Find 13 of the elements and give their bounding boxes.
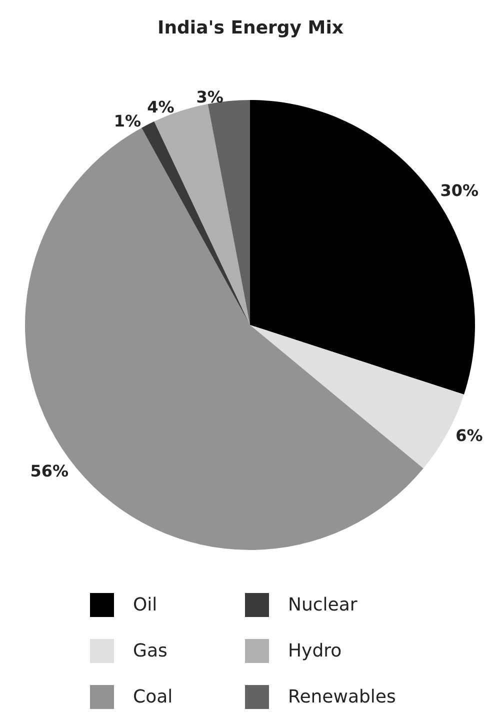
data-label: 1% — [114, 111, 142, 130]
legend-label: Renewables — [288, 686, 396, 708]
legend-label: Coal — [133, 686, 173, 708]
data-label: 30% — [440, 180, 479, 200]
chart-title: India's Energy Mix — [158, 18, 344, 38]
data-label: 3% — [196, 88, 224, 107]
legend-label: Hydro — [288, 640, 342, 662]
legend-label: Oil — [133, 594, 158, 616]
legend-label: Gas — [133, 640, 168, 662]
data-label: 4% — [147, 98, 174, 117]
data-label: 6% — [456, 426, 483, 445]
legend-label: Nuclear — [288, 594, 358, 616]
data-label: 56% — [30, 461, 69, 480]
